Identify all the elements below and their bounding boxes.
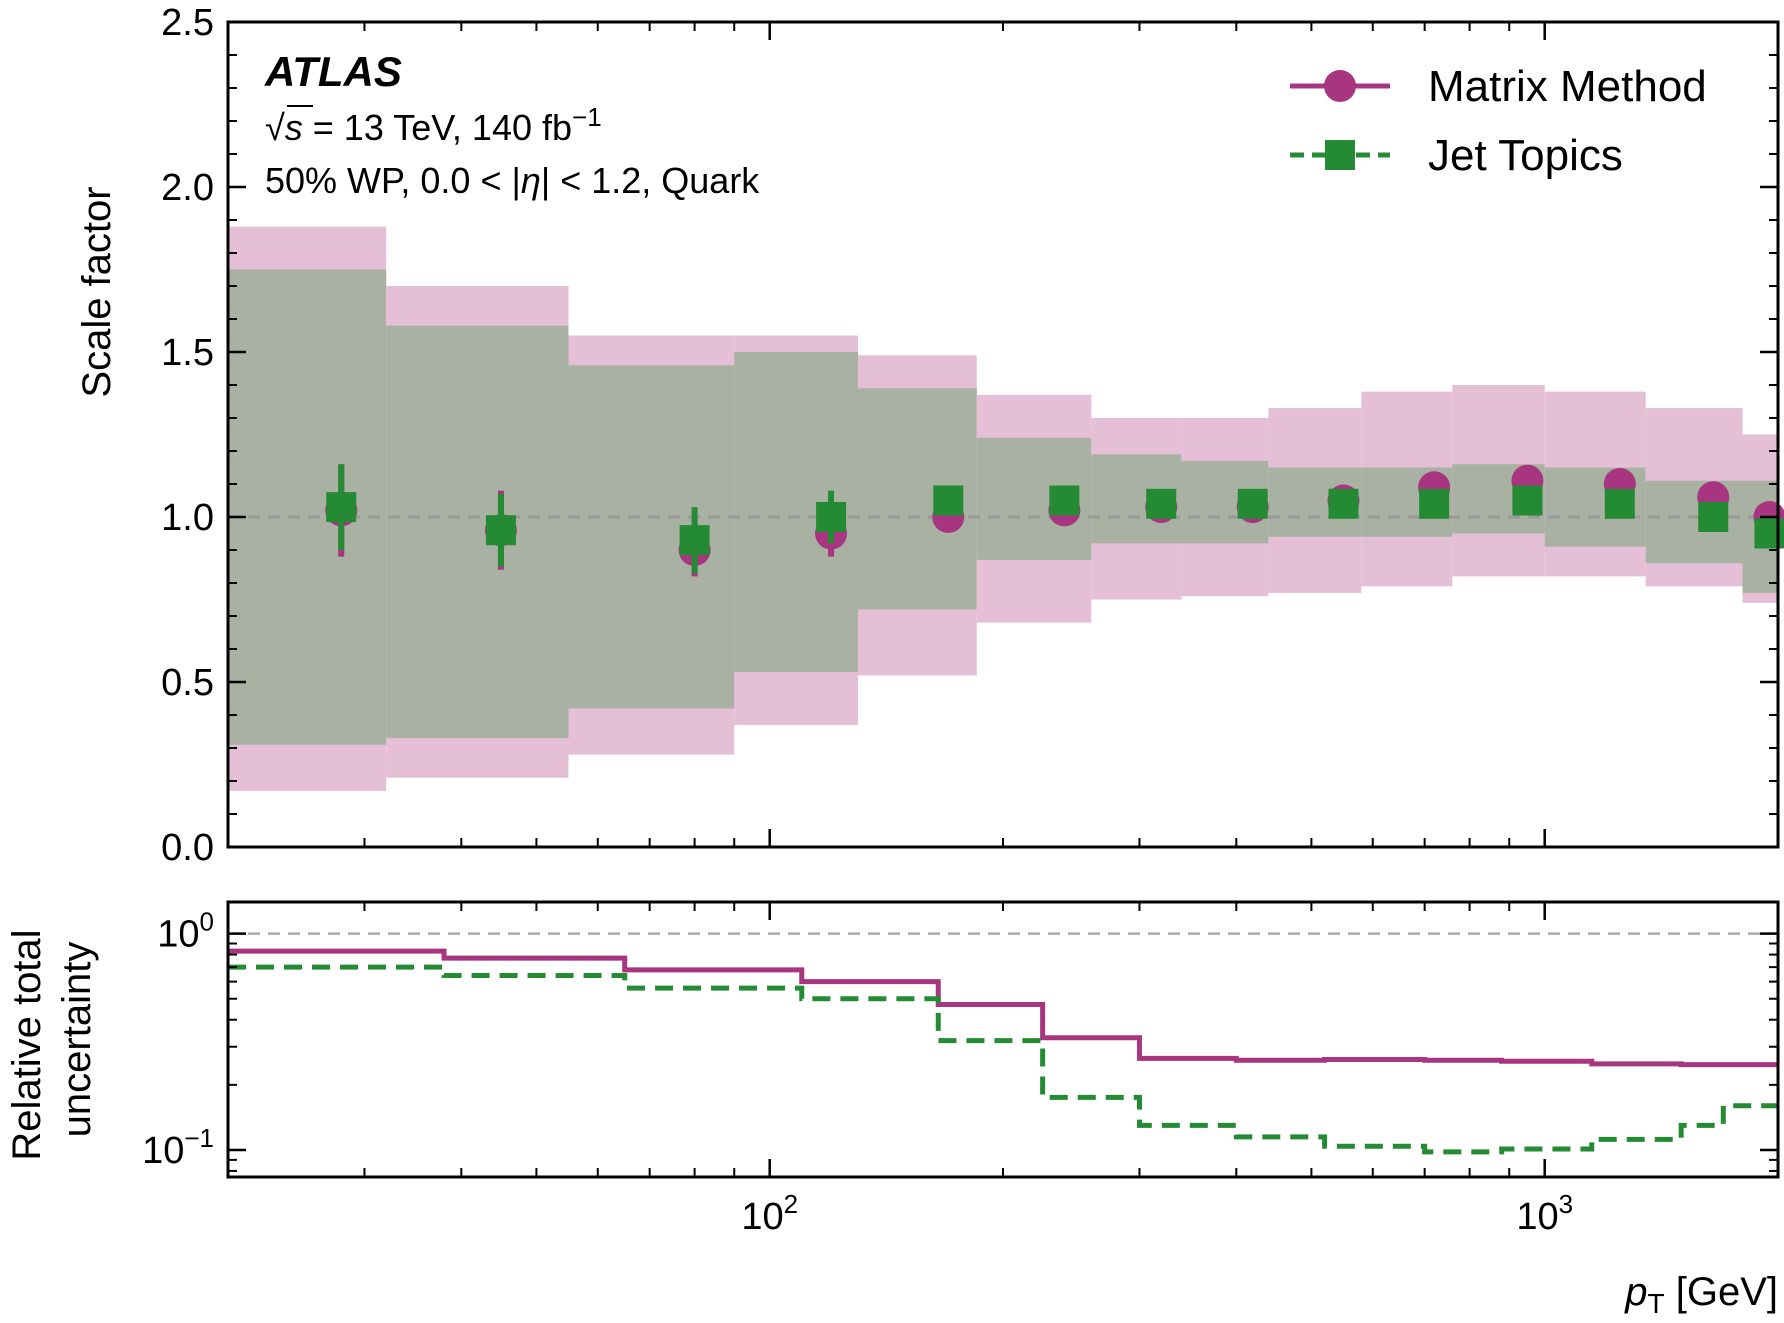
point-jet-topics <box>1754 518 1784 549</box>
y-tick-label: 10−1 <box>142 1123 214 1172</box>
selection-eta: η <box>521 160 541 201</box>
y-tick-label: 1.5 <box>161 332 214 374</box>
y-tick-label: 2.0 <box>161 167 214 209</box>
point-jet-topics <box>1049 485 1080 516</box>
legend-marker-jet-topics <box>1325 140 1355 170</box>
bottom-panel: 100 10−1 102 103 Relative total uncertainty… <box>5 900 1780 1319</box>
line-jet-topics <box>228 964 1778 1155</box>
top-panel: 0.0 0.5 1.0 1.5 2.0 2.5 Scale factor ATLAS √s… <box>75 2 1784 869</box>
point-jet-topics <box>1419 488 1450 519</box>
legend-entry-matrix-method: Matrix Method <box>1290 62 1707 111</box>
atlas-label: ATLAS <box>264 48 402 95</box>
y-axis-title: Scale factor <box>75 186 119 397</box>
uncertainty-lines <box>228 948 1778 1155</box>
point-jet-topics <box>326 492 357 523</box>
point-jet-topics <box>1328 488 1359 519</box>
selection-prefix: 50% WP, 0.0 < | <box>265 160 521 201</box>
selection-suffix: | < 1.2, Quark <box>541 160 760 201</box>
energy-s: s <box>285 107 303 148</box>
x-axis-title-unit: [GeV] <box>1665 1270 1778 1314</box>
band-jet-topics <box>386 325 569 739</box>
y-tick-label: 100 <box>157 907 214 956</box>
point-jet-topics <box>933 485 964 516</box>
point-jet-topics <box>816 502 847 532</box>
point-jet-topics <box>1237 488 1268 519</box>
legend-marker-matrix-method <box>1324 70 1356 102</box>
x-axis-title-p: p <box>1624 1270 1647 1314</box>
energy-label: √s = 13 TeV, 140 fb−1 <box>265 102 602 148</box>
band-jet-topics <box>228 269 387 745</box>
legend-label-jet-topics: Jet Topics <box>1428 131 1623 180</box>
bottom-y-axis-title-line1: Relative total <box>5 929 49 1160</box>
bottom-plot-frame <box>226 900 1780 1179</box>
point-jet-topics <box>485 515 516 546</box>
legend-label-matrix-method: Matrix Method <box>1428 62 1707 111</box>
top-plot-frame <box>226 20 1780 849</box>
point-jet-topics <box>1698 502 1729 532</box>
point-jet-topics <box>1512 485 1543 516</box>
energy-text: = 13 TeV, 140 fb <box>303 107 572 148</box>
y-tick-label: 0.0 <box>161 827 214 869</box>
point-jet-topics <box>679 525 710 556</box>
sqrt-symbol: √ <box>265 107 285 148</box>
x-tick-label: 102 <box>741 1189 798 1238</box>
point-jet-topics <box>1146 488 1177 519</box>
x-tick-label: 103 <box>1516 1189 1573 1238</box>
bottom-y-axis-title: Relative total uncertainty <box>5 918 99 1160</box>
x-axis-title-sub: T <box>1648 1288 1665 1318</box>
bottom-y-axis-title-line2: uncertainty <box>55 942 99 1138</box>
line-matrix-method <box>228 948 1778 1068</box>
uncertainty-bands <box>228 226 1778 791</box>
energy-sup: −1 <box>572 102 602 132</box>
selection-label: 50% WP, 0.0 < |η| < 1.2, Quark <box>265 160 760 201</box>
point-jet-topics <box>1604 488 1635 519</box>
x-axis-title: pT [GeV] <box>1624 1270 1778 1318</box>
legend-entry-jet-topics: Jet Topics <box>1290 131 1623 180</box>
legend: Matrix Method Jet Topics <box>1290 62 1707 180</box>
y-tick-label: 1.0 <box>161 497 214 539</box>
y-tick-label: 2.5 <box>161 2 214 44</box>
data-markers <box>325 464 1784 577</box>
y-tick-label: 0.5 <box>161 662 214 704</box>
